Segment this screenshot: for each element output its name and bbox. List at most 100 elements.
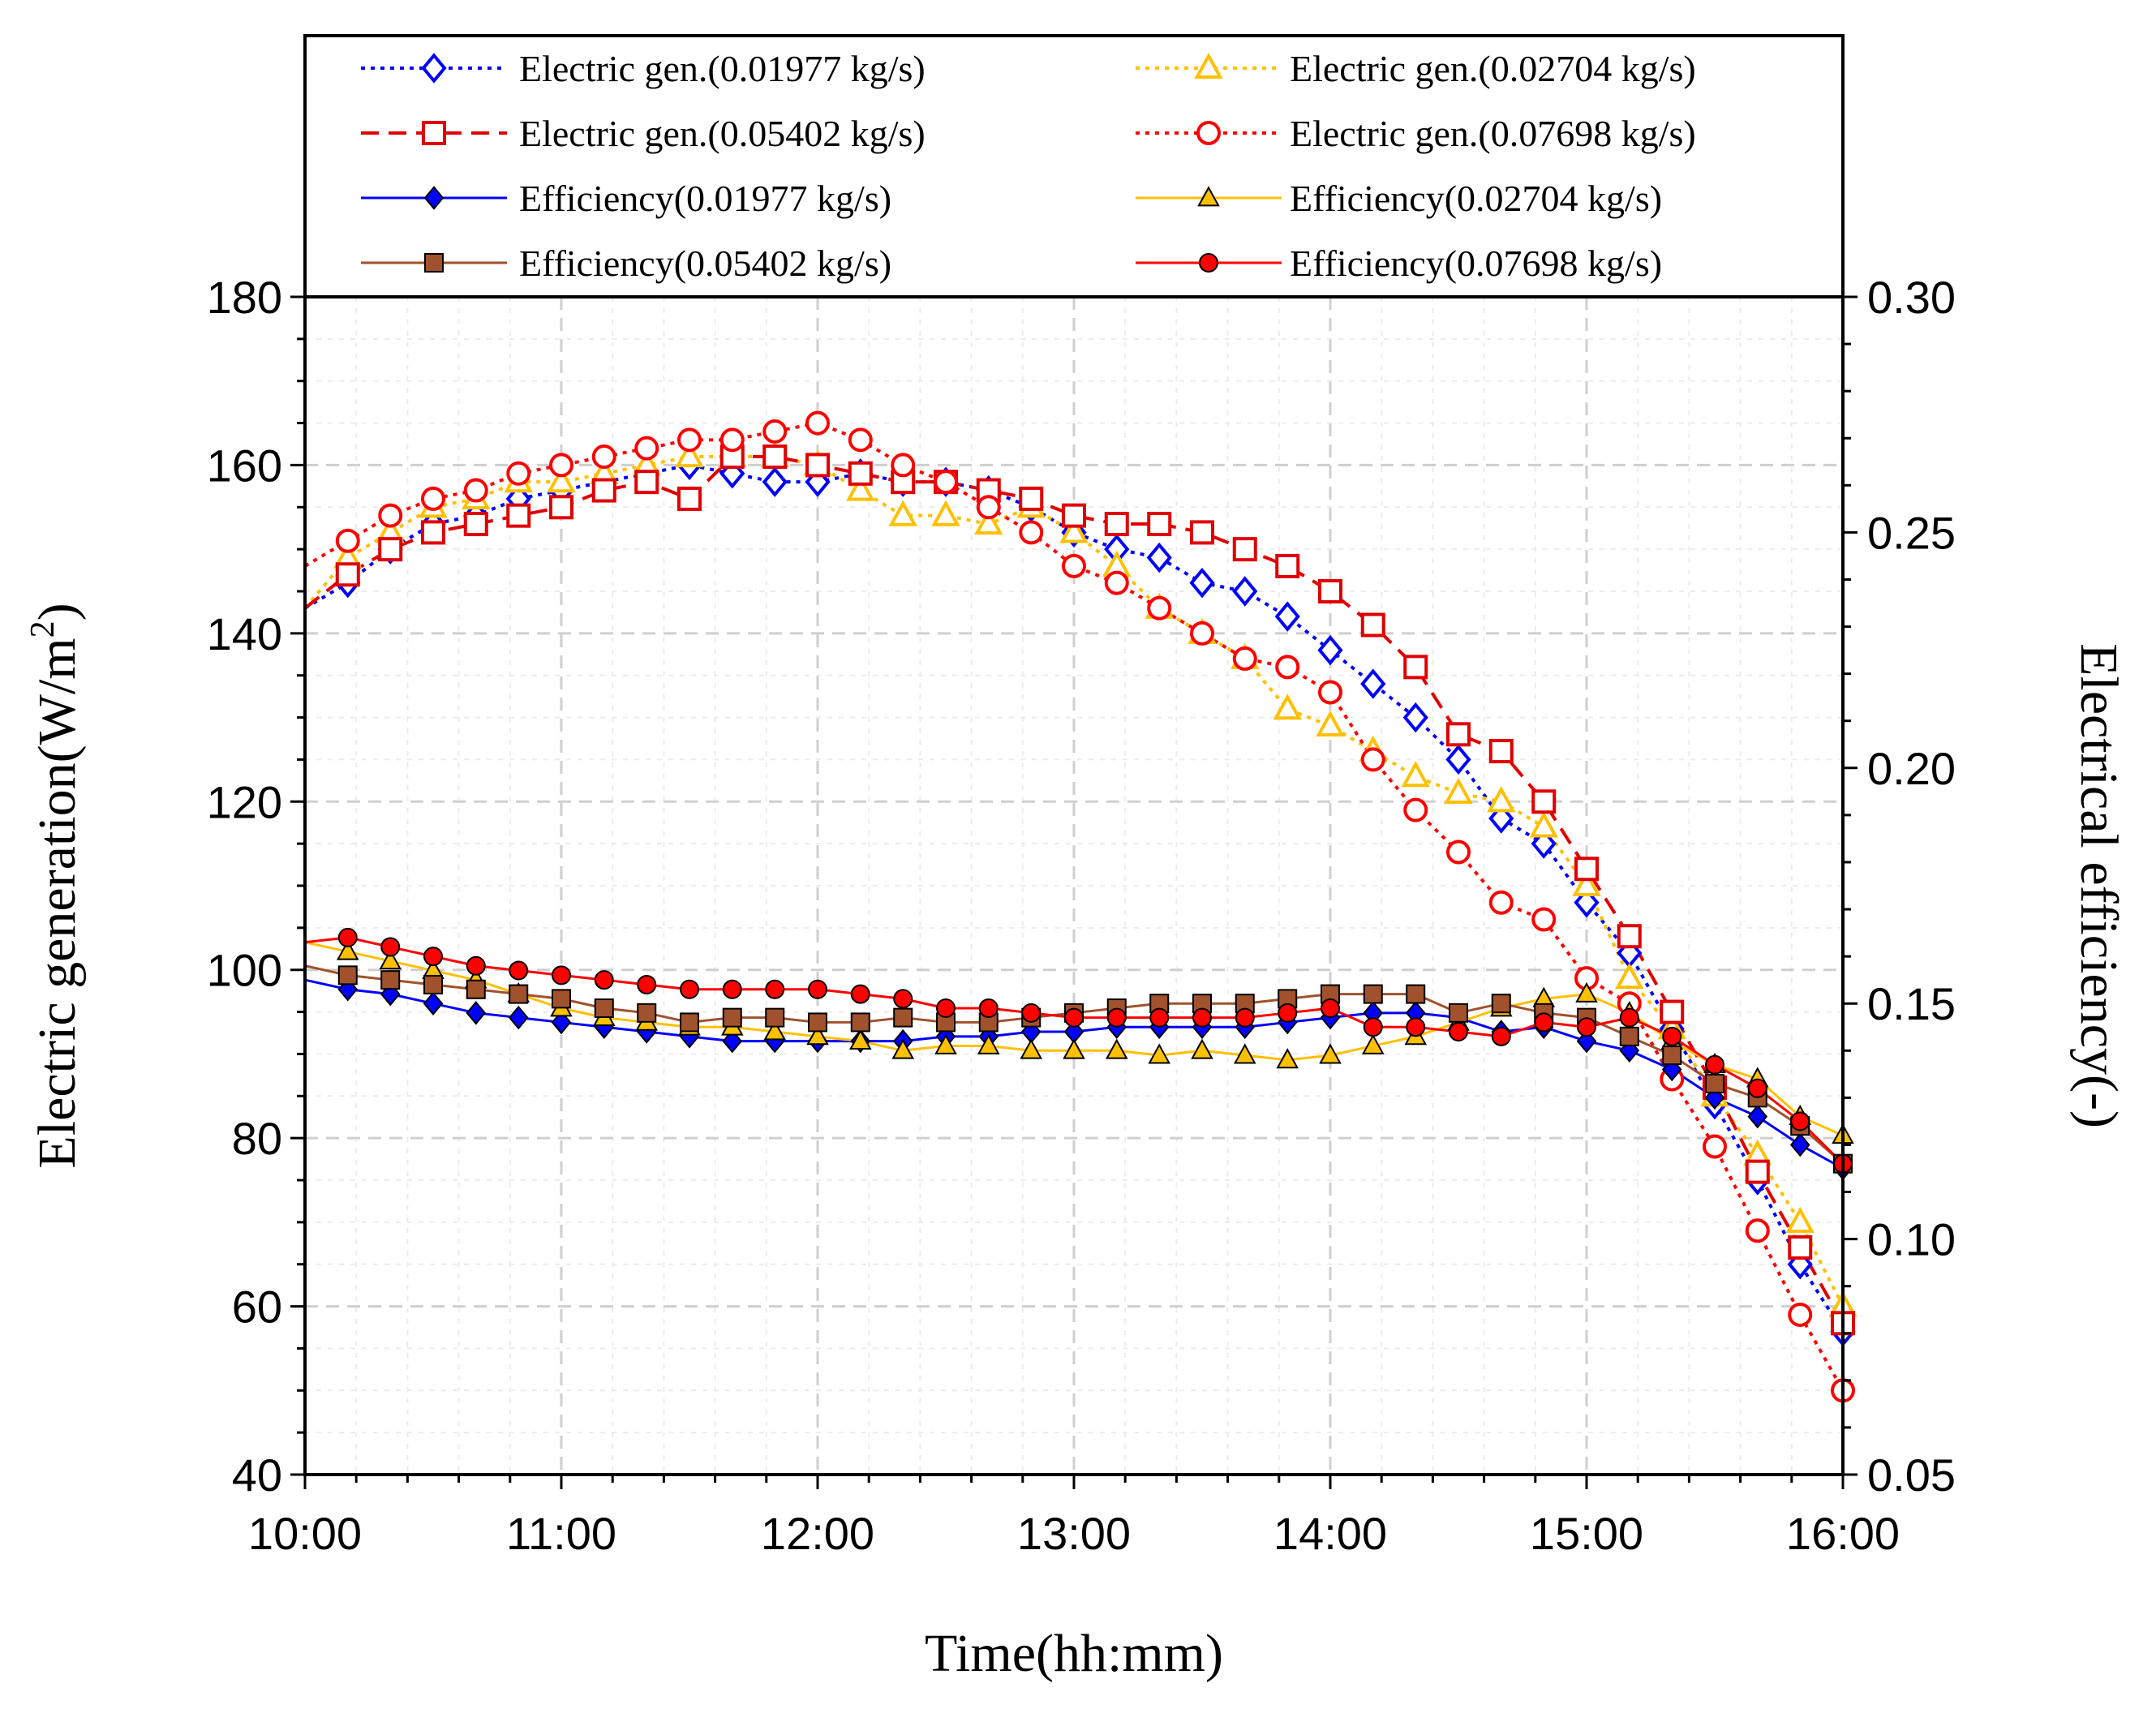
data-point	[594, 998, 614, 1019]
data-point	[934, 470, 958, 495]
data-point	[1104, 512, 1129, 537]
legend-marker-1	[421, 53, 447, 84]
y-tick-label: 140	[207, 608, 282, 659]
data-point	[337, 965, 358, 985]
data-point	[1363, 1017, 1383, 1037]
data-point	[463, 512, 488, 537]
data-point	[675, 440, 704, 468]
data-point	[1403, 797, 1428, 822]
data-point	[423, 947, 443, 967]
x-tick-label: 13:00	[1017, 1508, 1131, 1559]
data-point	[1574, 857, 1599, 882]
x-tick-label: 10:00	[248, 1508, 362, 1559]
x-tick-label: 14:00	[1273, 1508, 1387, 1559]
data-point	[634, 436, 659, 461]
data-point	[552, 989, 571, 1009]
data-point	[335, 528, 360, 553]
data-point	[1529, 811, 1558, 838]
data-point	[1148, 1043, 1171, 1064]
data-point	[893, 989, 913, 1009]
data-point	[1445, 744, 1471, 775]
legend-marker-7	[424, 253, 444, 273]
data-point	[1020, 1038, 1043, 1059]
data-point	[1149, 1007, 1170, 1028]
data-point	[1105, 1038, 1128, 1059]
data-point	[1747, 1078, 1767, 1098]
data-point	[1276, 1048, 1299, 1069]
data-point	[891, 453, 916, 478]
y2-tick-label: 0.05	[1867, 1449, 1956, 1501]
data-point	[1062, 503, 1086, 528]
data-point	[506, 503, 531, 528]
series-markers-8	[337, 927, 1853, 1174]
data-point	[508, 1005, 529, 1030]
legend-marker-2	[1194, 52, 1223, 79]
data-point	[891, 1038, 915, 1059]
data-point	[805, 466, 831, 497]
data-point	[1019, 486, 1044, 511]
y-axis-title-base: Electric generation(W/m	[28, 638, 87, 1168]
data-point	[1576, 1028, 1597, 1054]
data-point	[1402, 702, 1428, 733]
data-point	[466, 979, 486, 999]
x-tick-label: 11:00	[506, 1508, 616, 1559]
data-point	[551, 1010, 572, 1035]
data-point	[1444, 777, 1473, 804]
data-point	[808, 1012, 827, 1033]
data-point	[1488, 739, 1514, 764]
data-point	[423, 991, 444, 1016]
legend: Electric gen.(0.01977 kg/s) Electric gen.…	[303, 34, 1845, 298]
y2-axis-title: Electrical efficiency(-)	[2069, 643, 2128, 1128]
data-point	[1703, 1134, 1727, 1159]
x-tick-label: 12:00	[761, 1508, 874, 1559]
data-point	[1575, 981, 1598, 1003]
data-point	[1360, 612, 1385, 638]
y-tick-label: 160	[207, 440, 282, 491]
data-point	[637, 974, 657, 994]
data-point	[848, 461, 873, 486]
data-point	[1190, 520, 1214, 545]
series-markers	[333, 410, 1858, 1403]
data-point	[1232, 646, 1257, 671]
y-axis-title: Electric generation(W/m2)	[24, 603, 87, 1168]
legend-marker-6	[1197, 186, 1220, 207]
data-point	[1191, 1038, 1213, 1059]
data-point	[722, 979, 742, 999]
data-point	[1104, 570, 1129, 595]
data-point	[1146, 542, 1172, 573]
data-point	[1617, 924, 1642, 949]
data-point	[1062, 553, 1086, 578]
y-tick-label: 120	[207, 776, 282, 827]
data-point	[974, 508, 1003, 535]
data-point	[1662, 1026, 1682, 1046]
data-point	[1660, 999, 1685, 1024]
data-point	[1406, 984, 1426, 1004]
data-point	[936, 998, 956, 1019]
data-point	[1318, 680, 1342, 705]
data-point	[848, 1028, 872, 1050]
data-point	[677, 427, 702, 453]
data-point	[1747, 1104, 1768, 1129]
data-point	[719, 427, 745, 453]
legend-marker-5	[423, 186, 445, 210]
data-point	[1534, 1012, 1554, 1033]
data-point	[1491, 994, 1511, 1014]
data-point	[509, 984, 529, 1004]
data-point	[1317, 634, 1343, 666]
data-point	[1019, 520, 1044, 545]
y-tick-label: 180	[207, 272, 282, 323]
data-point	[552, 965, 571, 985]
y2-tick-label: 0.25	[1867, 507, 1956, 558]
y2-tick-label: 0.15	[1867, 978, 1956, 1029]
data-point	[1446, 839, 1471, 865]
data-point	[337, 927, 358, 947]
data-point	[1488, 890, 1514, 915]
data-point	[893, 1007, 913, 1028]
legend-label-1: Electric gen.(0.01977 kg/s)	[519, 48, 926, 89]
data-point	[1401, 761, 1430, 788]
x-axis-title: Time(hh:mm)	[925, 1624, 1223, 1683]
data-point	[547, 466, 576, 493]
data-point	[1619, 1007, 1639, 1028]
y2-tick-label: 0.30	[1867, 272, 1956, 323]
y-tick-label: 60	[232, 1282, 282, 1333]
